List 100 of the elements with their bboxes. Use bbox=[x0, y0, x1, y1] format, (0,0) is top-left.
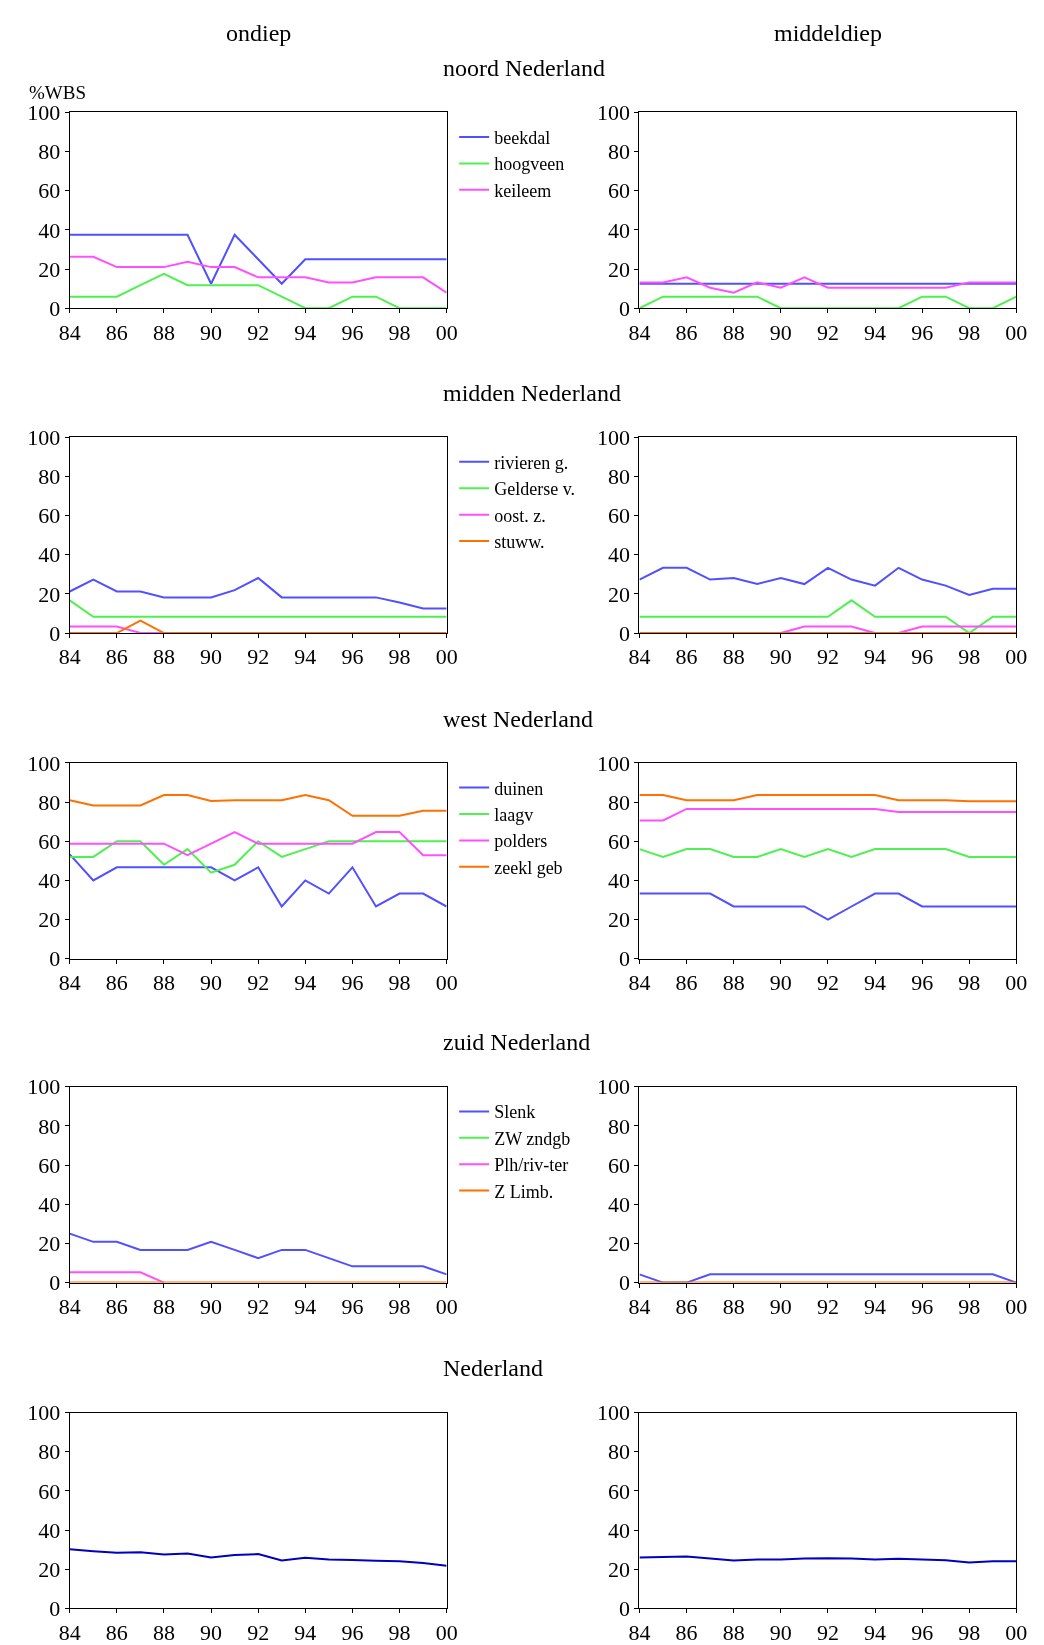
x-tick-label: 94 bbox=[294, 970, 317, 996]
x-tick-label: 94 bbox=[294, 319, 317, 345]
x-tick-label: 98 bbox=[388, 319, 411, 345]
legend-label: zeekl geb bbox=[494, 857, 563, 878]
legend-label: keileem bbox=[494, 180, 552, 201]
y-tick-label: 0 bbox=[619, 295, 631, 321]
x-tick-label: 00 bbox=[1005, 319, 1028, 345]
chart-title: Nederland bbox=[443, 1355, 543, 1381]
x-tick-label: 86 bbox=[675, 644, 698, 670]
text: west Nederland bbox=[443, 706, 593, 732]
y-tick-label: 100 bbox=[27, 100, 61, 126]
line-series bbox=[639, 276, 1017, 294]
y-tick-label: 20 bbox=[38, 1231, 61, 1257]
x-tick-label: 86 bbox=[105, 319, 128, 345]
x-tick-label: 00 bbox=[435, 319, 458, 345]
x-tick-label: 88 bbox=[152, 1619, 175, 1645]
x-tick-label: 00 bbox=[435, 970, 458, 996]
y-tick-label: 80 bbox=[608, 1439, 631, 1465]
y-tick-label: 100 bbox=[27, 1400, 61, 1426]
y-tick-label: 0 bbox=[49, 1596, 61, 1622]
y-tick-label: 20 bbox=[38, 1556, 61, 1582]
y-tick-label: 40 bbox=[608, 868, 631, 894]
x-tick-label: 92 bbox=[816, 1619, 839, 1645]
x-tick-label: 92 bbox=[247, 1294, 270, 1319]
x-tick-label: 90 bbox=[769, 1619, 792, 1645]
x-tick-label: 84 bbox=[628, 319, 651, 345]
y-tick-label: 60 bbox=[38, 503, 61, 529]
x-tick-label: 86 bbox=[105, 644, 128, 670]
y-tick-label: 80 bbox=[38, 139, 61, 165]
y-tick-label: 60 bbox=[38, 1478, 61, 1504]
x-tick-label: 88 bbox=[152, 1294, 175, 1319]
line-series bbox=[69, 255, 447, 294]
x-tick-label: 84 bbox=[58, 970, 81, 996]
y-tick-label: 20 bbox=[608, 907, 631, 933]
text: noord Nederland bbox=[443, 55, 605, 81]
y-tick-label: 80 bbox=[608, 1113, 631, 1139]
y-tick-label: 20 bbox=[608, 256, 631, 282]
x-tick-label: 96 bbox=[341, 319, 364, 345]
legend-label: stuww. bbox=[494, 532, 545, 553]
y-tick-label: 100 bbox=[597, 100, 631, 126]
y-tick-label: 20 bbox=[608, 1556, 631, 1582]
x-tick-label: 98 bbox=[958, 1294, 981, 1319]
y-tick-label: 0 bbox=[49, 1270, 61, 1296]
y-tick-label: 80 bbox=[608, 464, 631, 490]
y-tick-label: 100 bbox=[597, 1074, 631, 1100]
line-series bbox=[69, 1548, 447, 1567]
y-tick-label: 40 bbox=[38, 542, 61, 568]
legend-label: polders bbox=[494, 831, 548, 852]
y-tick-label: 80 bbox=[38, 789, 61, 815]
line-series bbox=[69, 576, 447, 610]
x-tick-label: 84 bbox=[628, 970, 651, 996]
y-tick-label: 60 bbox=[608, 503, 631, 529]
text: middeldiep bbox=[774, 20, 882, 46]
x-tick-label: 96 bbox=[911, 319, 934, 345]
y-tick-label: 0 bbox=[619, 1270, 631, 1296]
x-tick-label: 92 bbox=[247, 970, 270, 996]
y-tick-label: 20 bbox=[608, 1231, 631, 1257]
y-tick-label: 100 bbox=[27, 424, 61, 450]
y-tick-label: 20 bbox=[38, 581, 61, 607]
x-tick-label: 00 bbox=[1005, 970, 1028, 996]
x-tick-label: 90 bbox=[200, 319, 223, 345]
x-tick-label: 90 bbox=[200, 1294, 223, 1319]
y-tick-label: 60 bbox=[608, 1478, 631, 1504]
x-tick-label: 90 bbox=[769, 970, 792, 996]
y-tick-label: 0 bbox=[619, 946, 631, 972]
x-tick-label: 90 bbox=[200, 644, 223, 670]
x-tick-label: 86 bbox=[675, 319, 698, 345]
x-tick-label: 96 bbox=[911, 970, 934, 996]
line-series bbox=[639, 1555, 1017, 1564]
x-tick-label: 88 bbox=[722, 644, 745, 670]
y-tick-label: 80 bbox=[608, 139, 631, 165]
y-tick-label: 60 bbox=[38, 178, 61, 204]
x-tick-label: 94 bbox=[864, 1294, 887, 1319]
y-tick-label: 100 bbox=[597, 1400, 631, 1426]
x-tick-label: 96 bbox=[341, 1619, 364, 1645]
x-tick-label: 88 bbox=[152, 319, 175, 345]
legend-label: Gelderse v. bbox=[494, 479, 575, 500]
x-tick-label: 84 bbox=[58, 644, 81, 670]
legend-label: oost. z. bbox=[494, 505, 546, 526]
x-tick-label: 84 bbox=[628, 644, 651, 670]
y-tick-label: 0 bbox=[49, 295, 61, 321]
line-series bbox=[69, 853, 447, 908]
line-series bbox=[69, 840, 447, 874]
x-tick-label: 94 bbox=[294, 1294, 317, 1319]
x-tick-label: 88 bbox=[722, 970, 745, 996]
x-tick-label: 98 bbox=[958, 970, 981, 996]
y-tick-label: 40 bbox=[608, 1517, 631, 1543]
x-tick-label: 86 bbox=[675, 1619, 698, 1645]
x-tick-label: 90 bbox=[200, 1619, 223, 1645]
y-tick-label: 100 bbox=[597, 424, 631, 450]
legend-label: duinen bbox=[494, 778, 544, 799]
x-tick-label: 88 bbox=[152, 970, 175, 996]
text: zuid Nederland bbox=[443, 1029, 591, 1055]
x-tick-label: 90 bbox=[200, 970, 223, 996]
x-tick-label: 00 bbox=[1005, 1619, 1028, 1645]
x-tick-label: 96 bbox=[341, 970, 364, 996]
x-tick-label: 86 bbox=[675, 1294, 698, 1319]
y-tick-label: 40 bbox=[608, 217, 631, 243]
x-tick-label: 88 bbox=[722, 1294, 745, 1319]
x-tick-label: 90 bbox=[769, 319, 792, 345]
